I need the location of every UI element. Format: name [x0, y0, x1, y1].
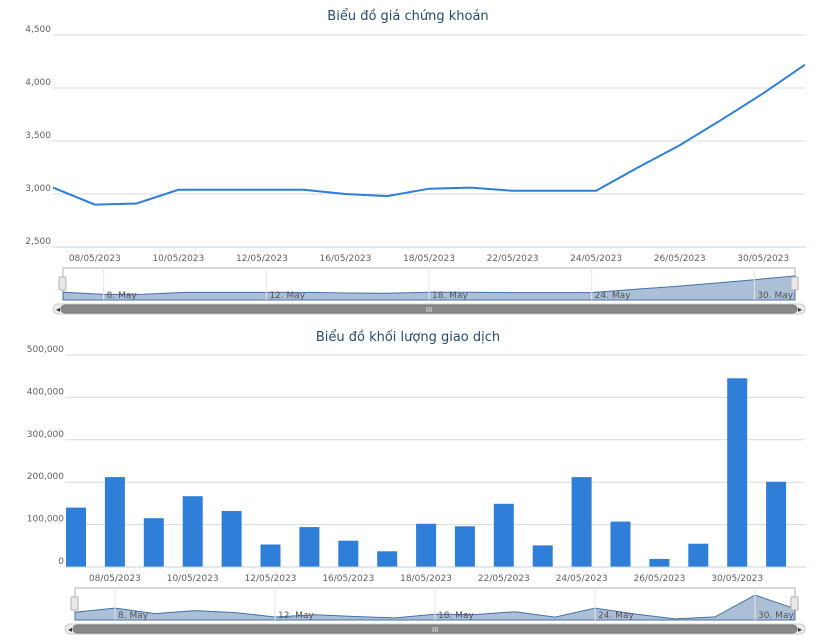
- price-y-tick-label: 2,500: [25, 237, 51, 247]
- volume-bar[interactable]: [454, 526, 475, 567]
- volume-bar[interactable]: [66, 507, 86, 567]
- price-y-tick-label: 3,000: [25, 184, 51, 194]
- volume-x-tick-label: 16/05/2023: [322, 574, 374, 584]
- volume-x-tick-label: 08/05/2023: [89, 574, 141, 584]
- navigator-left-handle[interactable]: [58, 276, 67, 291]
- volume-x-tick-label: 12/05/2023: [245, 574, 297, 584]
- scrollbar-thumb[interactable]: [60, 304, 798, 314]
- volume-x-tick-label: 24/05/2023: [556, 574, 608, 584]
- price-x-tick-label: 22/05/2023: [487, 254, 539, 264]
- navigator-tick-label: 12. May: [269, 291, 305, 301]
- price-data-point[interactable]: [385, 194, 389, 198]
- price-data-point[interactable]: [343, 192, 347, 196]
- navigator-series-area: [62, 275, 796, 301]
- price-data-point[interactable]: [218, 188, 222, 192]
- price-x-tick-label: 26/05/2023: [654, 254, 706, 264]
- volume-x-tick-label: 30/05/2023: [711, 574, 763, 584]
- scroll-left-arrow-icon[interactable]: ◂: [56, 305, 60, 314]
- volume-bar[interactable]: [182, 496, 203, 567]
- navigator-right-handle[interactable]: [790, 596, 799, 611]
- price-chart-title: Biểu đồ giá chứng khoán: [327, 9, 489, 24]
- price-data-point[interactable]: [594, 189, 598, 193]
- volume-bar[interactable]: [727, 378, 748, 567]
- price-y-tick-label: 3,500: [25, 131, 51, 141]
- volume-bar[interactable]: [493, 503, 514, 567]
- price-data-point[interactable]: [302, 188, 306, 192]
- volume-bar[interactable]: [688, 543, 709, 567]
- navigator-tick-label: 30. May: [758, 611, 794, 621]
- navigator-tick-label: 30. May: [757, 291, 793, 301]
- navigator-tick-label: 12. May: [278, 611, 314, 621]
- navigator-tick-label: 8. May: [118, 611, 149, 621]
- volume-bar[interactable]: [649, 558, 670, 567]
- price-data-point[interactable]: [636, 166, 640, 170]
- volume-y-tick-label: 100,000: [27, 515, 64, 525]
- volume-chart: 0 100,000 200,000 300,000 400,000 500,000 08/0…: [27, 345, 806, 635]
- price-y-tick-label: 4,000: [25, 78, 51, 88]
- price-x-tick-label: 24/05/2023: [570, 254, 622, 264]
- price-x-tick-label: 10/05/2023: [152, 254, 204, 264]
- volume-bar[interactable]: [416, 523, 437, 567]
- price-data-point[interactable]: [51, 186, 55, 190]
- price-data-point[interactable]: [678, 143, 682, 147]
- navigator-series-area: [74, 594, 796, 621]
- price-data-point[interactable]: [176, 188, 180, 192]
- scroll-left-arrow-icon[interactable]: ◂: [68, 625, 72, 634]
- volume-bar[interactable]: [610, 521, 631, 567]
- price-chart: 2,500 3,000 3,500 4,000 4,500 08/05/2023 10/05…: [25, 25, 807, 315]
- price-x-tick-label: 30/05/2023: [737, 254, 789, 264]
- volume-y-tick-label: 400,000: [27, 387, 64, 397]
- price-data-point[interactable]: [93, 203, 97, 207]
- price-series-line: [52, 63, 806, 206]
- volume-bar[interactable]: [299, 527, 320, 567]
- price-data-point[interactable]: [511, 189, 515, 193]
- scroll-grip-icon: III: [426, 306, 432, 314]
- price-x-tick-label: 16/05/2023: [320, 254, 372, 264]
- volume-chart-title: Biểu đồ khối lượng giao dịch: [315, 330, 501, 345]
- scroll-right-arrow-icon[interactable]: ▸: [798, 305, 802, 314]
- price-data-point[interactable]: [761, 91, 765, 95]
- navigator-tick-label: 24. May: [595, 291, 631, 301]
- price-data-point[interactable]: [719, 118, 723, 122]
- price-data-point[interactable]: [552, 189, 556, 193]
- volume-bar[interactable]: [571, 477, 592, 567]
- volume-bar[interactable]: [143, 518, 164, 567]
- volume-bar[interactable]: [260, 544, 281, 568]
- price-y-tick-label: 4,500: [25, 25, 51, 35]
- price-data-point[interactable]: [135, 202, 139, 206]
- price-data-point[interactable]: [427, 187, 431, 191]
- volume-x-tick-label: 26/05/2023: [633, 574, 685, 584]
- price-data-point[interactable]: [803, 63, 807, 67]
- volume-bar[interactable]: [377, 551, 398, 567]
- navigator-tick-label: 18. May: [438, 611, 474, 621]
- navigator-tick-label: 24. May: [598, 611, 634, 621]
- navigator-left-handle[interactable]: [70, 596, 79, 611]
- volume-y-tick-label: 200,000: [27, 472, 64, 482]
- price-x-tick-label: 12/05/2023: [236, 254, 288, 264]
- volume-bar[interactable]: [766, 481, 787, 567]
- volume-x-tick-label: 22/05/2023: [478, 574, 530, 584]
- navigator-right-handle[interactable]: [790, 276, 799, 291]
- volume-x-tick-label: 18/05/2023: [400, 574, 452, 584]
- navigator-tick-label: 18. May: [432, 291, 468, 301]
- scroll-right-arrow-icon[interactable]: ▸: [798, 625, 802, 634]
- volume-bar[interactable]: [532, 545, 553, 567]
- price-x-tick-label: 08/05/2023: [69, 254, 121, 264]
- volume-bar[interactable]: [104, 477, 125, 567]
- scroll-grip-icon: III: [432, 626, 438, 634]
- volume-x-tick-label: 10/05/2023: [167, 574, 219, 584]
- volume-bar[interactable]: [338, 540, 359, 567]
- navigator-tick-label: 8. May: [107, 291, 138, 301]
- volume-y-tick-label: 0: [58, 557, 64, 567]
- price-x-tick-label: 18/05/2023: [403, 254, 455, 264]
- scrollbar-thumb[interactable]: [72, 624, 798, 634]
- volume-y-tick-label: 300,000: [27, 430, 64, 440]
- price-data-point[interactable]: [260, 188, 264, 192]
- price-data-point[interactable]: [469, 186, 473, 190]
- volume-y-tick-label: 500,000: [27, 345, 64, 355]
- volume-bar[interactable]: [221, 511, 242, 567]
